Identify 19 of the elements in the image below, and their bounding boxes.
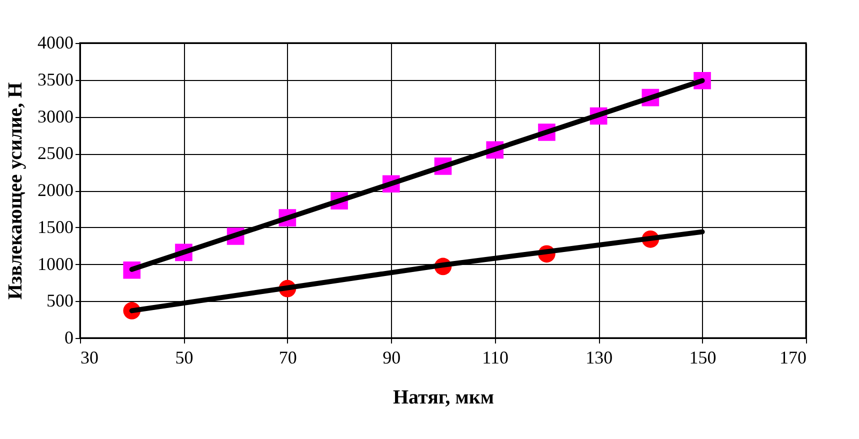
x-tick-label: 30 [80,348,98,368]
y-axis-title: Извлекающее усилие, Н [4,82,26,300]
x-tick-label: 110 [482,348,509,368]
x-tick-label: 150 [689,348,716,368]
x-tick-label: 130 [586,348,613,368]
y-tick-label: 0 [64,328,74,348]
y-tick-label: 2500 [38,143,74,164]
x-tick-label: 90 [382,348,401,368]
x-axis-title: Натяг, мкм [392,386,494,408]
y-tick-label: 3000 [38,106,74,126]
x-tick-label: 70 [278,348,297,368]
y-tick-label: 2000 [38,180,74,200]
x-tick-label: 170 [780,348,806,368]
y-tick-label: 3500 [38,69,74,90]
y-tick-label: 1000 [38,254,74,274]
y-tick-label: 4000 [38,32,74,52]
y-tick-label: 500 [46,290,74,311]
x-tick-label: 50 [175,348,194,368]
y-tick-label: 1500 [38,216,74,237]
